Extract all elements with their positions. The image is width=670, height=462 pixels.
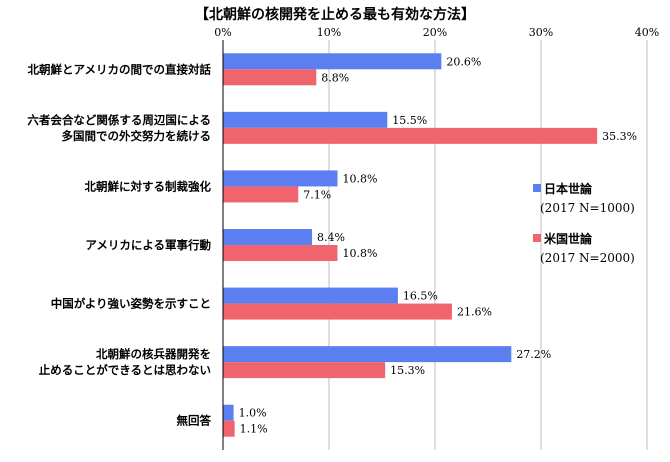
category-label: アメリカによる軍事行動: [85, 238, 211, 252]
bar: [223, 346, 512, 363]
bar: [223, 69, 317, 86]
bar: [223, 186, 299, 203]
category-label: 無回答: [177, 414, 212, 428]
data-label: 10.8%: [342, 172, 377, 185]
x-tick-label: 30%: [529, 26, 553, 39]
data-label: 15.5%: [392, 114, 427, 127]
data-label: 1.0%: [239, 407, 267, 420]
grid-lines: [328, 40, 648, 450]
data-label: 1.1%: [240, 423, 268, 436]
legend-sublabel: (2017 N=2000): [540, 251, 635, 265]
category-label: 止めることができるとは思わない: [39, 363, 211, 377]
x-tick-label: 20%: [423, 26, 447, 39]
legend-sublabel: (2017 N=1000): [540, 201, 635, 215]
category-label: 中国がより強い姿勢を示すこと: [51, 297, 211, 311]
bar: [223, 362, 386, 379]
data-label: 16.5%: [403, 290, 438, 303]
data-label: 20.6%: [446, 55, 481, 68]
data-label: 8.4%: [317, 231, 345, 244]
bar: [223, 111, 388, 128]
bars: [223, 53, 598, 437]
x-tick-label: 40%: [635, 26, 659, 39]
bar: [223, 53, 442, 70]
legend-label: 米国世論: [544, 231, 593, 246]
data-label: 27.2%: [516, 348, 551, 361]
data-label: 10.8%: [342, 247, 377, 260]
legend-swatch: [533, 234, 541, 242]
data-label: 8.8%: [321, 71, 349, 84]
bar: [223, 420, 235, 437]
data-label: 15.3%: [390, 364, 425, 377]
x-tick-label: 0%: [214, 26, 231, 39]
bar: [223, 127, 598, 144]
category-label: 北朝鮮とアメリカの間での直接対話: [28, 62, 212, 76]
data-labels: 20.6% 8.8% 15.5% 35.3% 10.8% 7.1% 8.4% 10.8% 16.…: [239, 55, 638, 435]
x-axis-ticks: 0% 10% 20% 30% 40%: [214, 26, 659, 39]
category-labels: 北朝鮮とアメリカの間での直接対話六者会合など関係する周辺国による多国間での外交努…: [27, 62, 211, 427]
bar: [223, 303, 452, 320]
bar: [223, 245, 338, 261]
chart-title: 【北朝鮮の核開発を止める最も有効な方法】: [195, 6, 475, 23]
x-tick-label: 10%: [317, 26, 341, 39]
legend: 日本世論 (2017 N=1000) 米国世論 (2017 N=2000): [533, 181, 635, 265]
data-label: 35.3%: [602, 130, 637, 143]
bar: [223, 229, 313, 245]
category-label: 多国間での外交努力を続ける: [62, 129, 212, 143]
data-label: 7.1%: [303, 188, 331, 201]
category-label: 北朝鮮に対する制裁強化: [85, 179, 212, 193]
data-label: 21.6%: [457, 306, 492, 319]
bar: [223, 404, 234, 421]
legend-swatch: [533, 184, 541, 192]
legend-label: 日本世論: [544, 181, 593, 196]
bar: [223, 287, 398, 304]
category-label: 北朝鮮の核兵器開発を: [96, 347, 211, 361]
bar: [223, 170, 338, 187]
category-label: 六者会合など関係する周辺国による: [27, 113, 211, 127]
